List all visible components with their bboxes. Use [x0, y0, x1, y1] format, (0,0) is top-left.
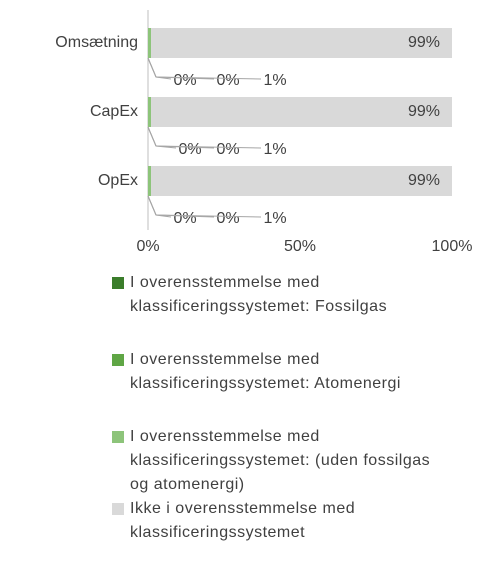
- legend-item: I overensstemmelse med klassificeringssy…: [112, 348, 442, 396]
- legend-label: I overensstemmelse med klassificeringssy…: [130, 351, 401, 392]
- data-label: 0%: [178, 141, 201, 158]
- leader-line: [147, 126, 262, 149]
- legend-item: I overensstemmelse med klassificeringssy…: [112, 271, 442, 319]
- data-label: 0%: [173, 72, 196, 89]
- data-label: 0%: [216, 141, 239, 158]
- x-tick-label: 100%: [432, 238, 473, 255]
- legend-swatch: [112, 503, 124, 515]
- leader-line: [147, 57, 172, 80]
- y-tick-label: Omsætning: [55, 34, 138, 51]
- legend-label: Ikke i overensstemmelse med klassificeri…: [130, 500, 356, 541]
- bar-segment: [151, 166, 453, 196]
- x-tick-label: 50%: [284, 238, 316, 255]
- bar-segment: [151, 28, 453, 58]
- legend-item: Ikke i overensstemmelse med klassificeri…: [112, 497, 442, 545]
- legend-label: I overensstemmelse med klassificeringssy…: [130, 274, 388, 315]
- legend-swatch: [112, 431, 124, 443]
- bar-segment: [151, 97, 453, 127]
- leader-line: [147, 195, 262, 218]
- data-label: 99%: [408, 34, 440, 51]
- data-label: 99%: [408, 103, 440, 120]
- legend: I overensstemmelse med klassificeringssy…: [112, 271, 442, 574]
- data-label: 0%: [216, 210, 239, 227]
- leader-line: [147, 57, 262, 80]
- legend-swatch: [112, 354, 124, 366]
- leader-line: [147, 195, 172, 218]
- legend-label: I overensstemmelse med klassificeringssy…: [130, 428, 431, 493]
- data-label: 1%: [263, 72, 286, 89]
- legend-swatch: [112, 277, 124, 289]
- data-label: 0%: [173, 210, 196, 227]
- legend-item: I overensstemmelse med klassificeringssy…: [112, 425, 442, 497]
- bar-segment: [148, 166, 152, 196]
- x-tick-label: 0%: [136, 238, 159, 255]
- bar-segment: [148, 97, 152, 127]
- y-tick-label: CapEx: [90, 103, 138, 120]
- y-tick-label: OpEx: [98, 172, 138, 189]
- bar-segment: [148, 28, 152, 58]
- data-label: 99%: [408, 172, 440, 189]
- data-label: 1%: [263, 141, 286, 158]
- data-label: 0%: [216, 72, 239, 89]
- data-label: 1%: [263, 210, 286, 227]
